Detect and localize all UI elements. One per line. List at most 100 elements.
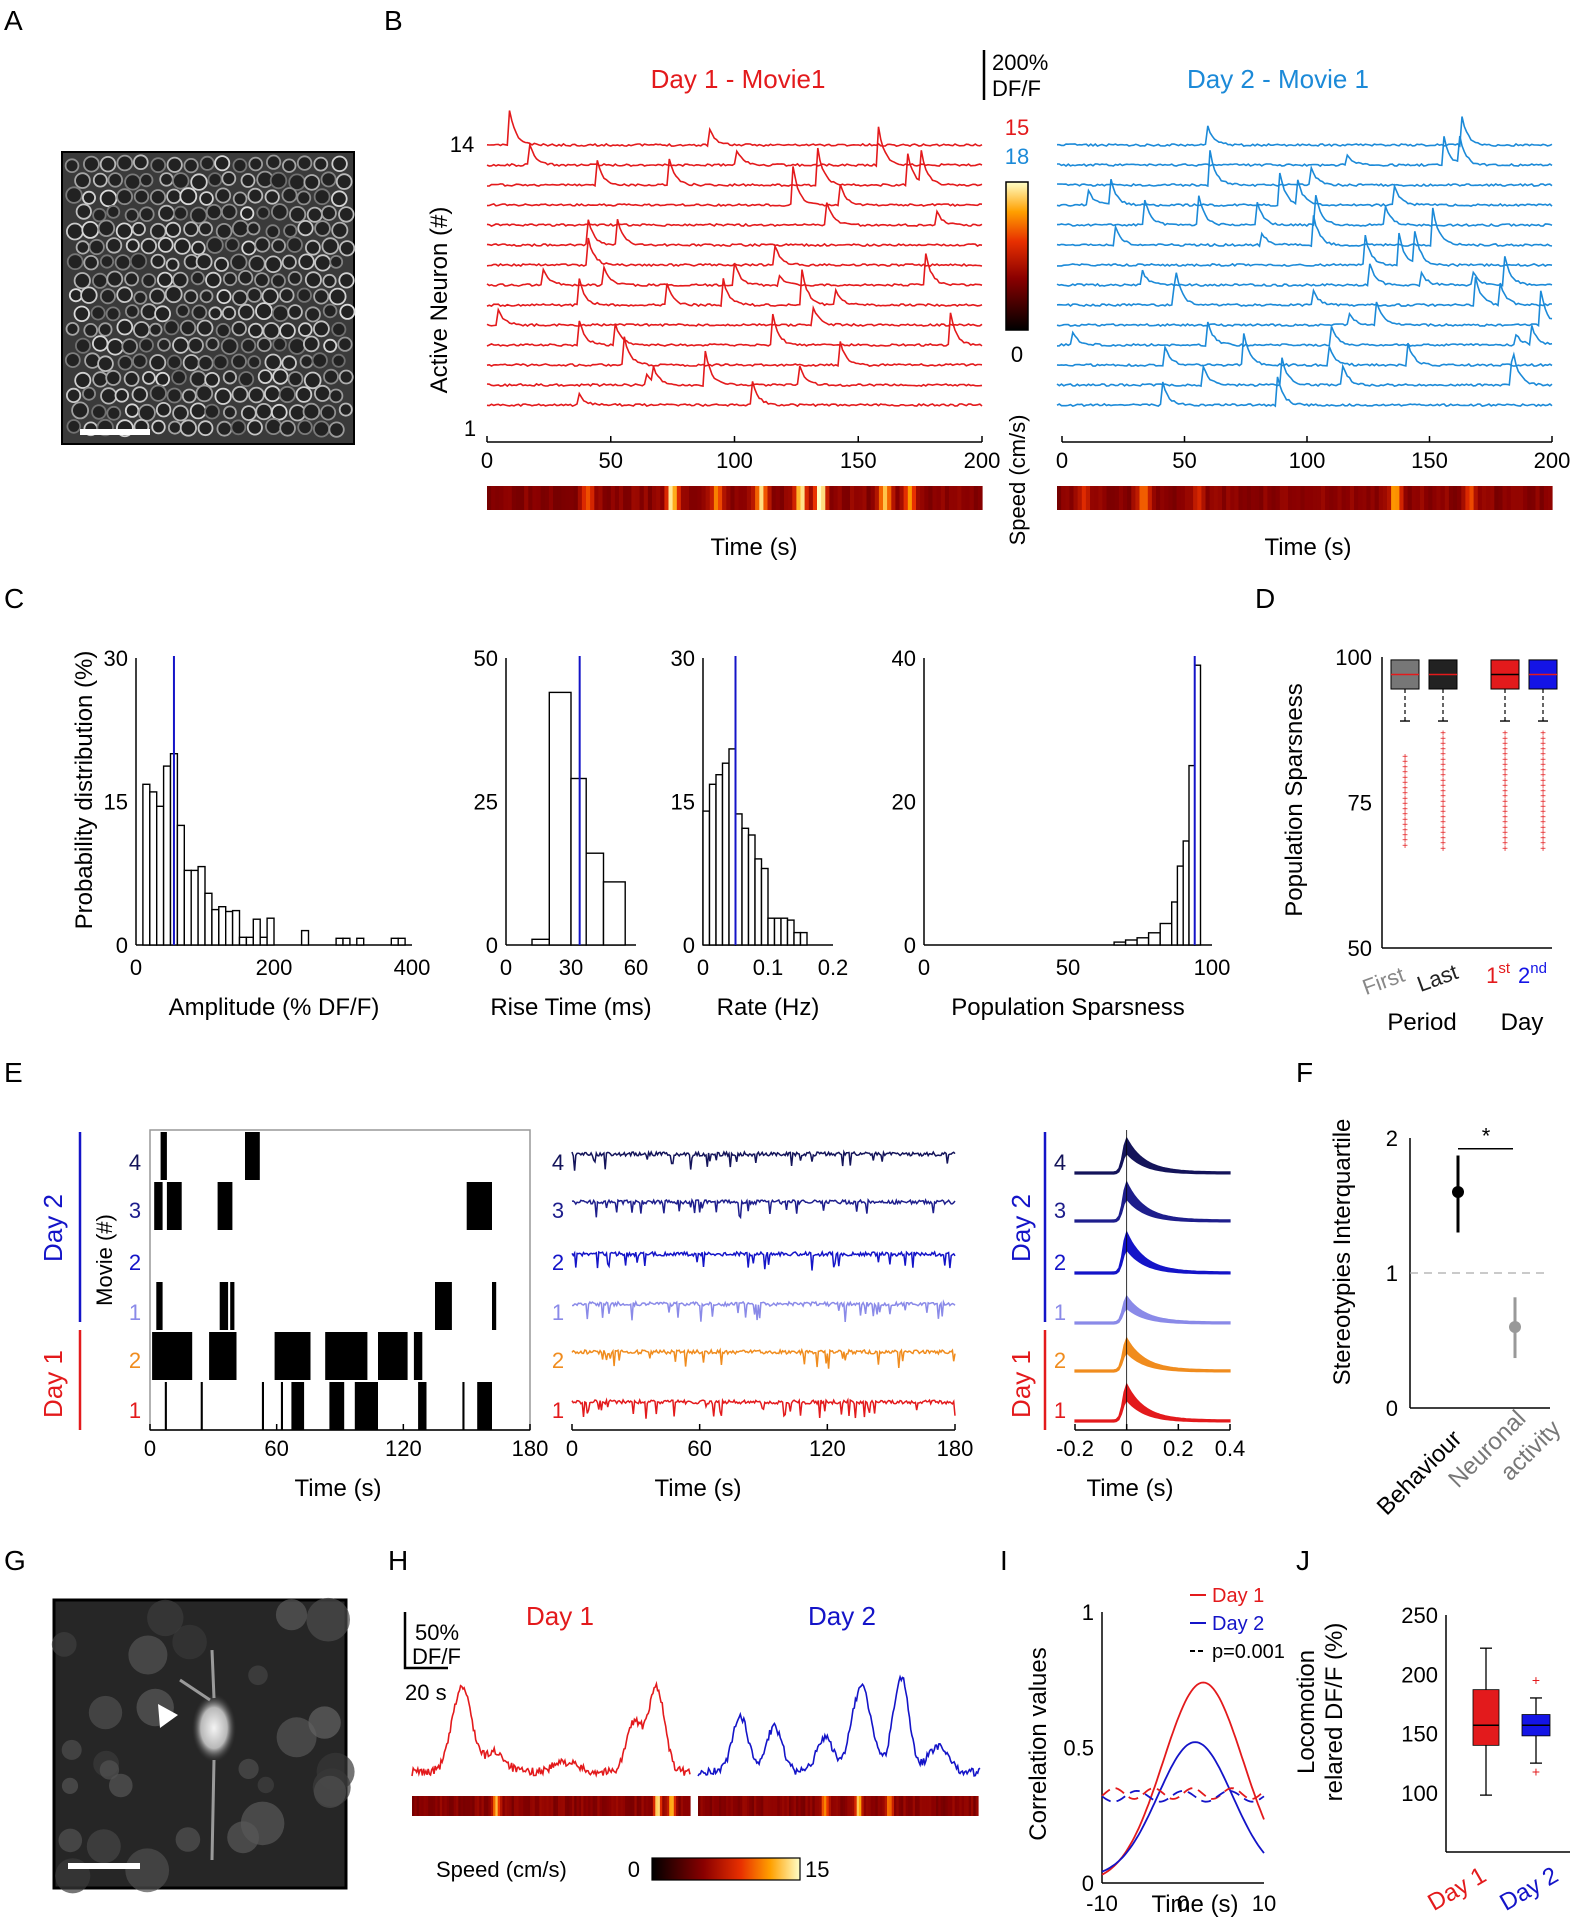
speed-strip-cell (756, 1796, 760, 1816)
cell-outline (133, 154, 149, 171)
cell-outline (116, 318, 134, 336)
cell-outline (262, 322, 281, 340)
cell-outline (303, 174, 321, 191)
y-tick-label: 0 (683, 933, 695, 958)
colorbar-min: 0 (1011, 342, 1023, 367)
cell-outline (296, 155, 313, 171)
speed-strip-cell (548, 1796, 552, 1816)
speed-strip-cell (792, 486, 797, 510)
tissue-blob (58, 1828, 83, 1853)
speed-strip-cell (676, 486, 682, 510)
speed-strip-cell (655, 1796, 659, 1816)
cell-outline (204, 403, 220, 420)
speed-strip-cell (713, 486, 719, 510)
cell-outline (248, 255, 266, 273)
speed-strip-cell (789, 1796, 792, 1816)
speed-strip-cell (425, 1796, 429, 1816)
avg-movie-label: 3 (1054, 1198, 1066, 1223)
avg-movie-label: 1 (1054, 1300, 1066, 1325)
speed-strip-cell (1387, 486, 1392, 510)
speed-strip-cell (800, 1796, 804, 1816)
tissue-blob (275, 1599, 308, 1631)
outlier-marker: + (1402, 804, 1408, 815)
average-transient (1074, 1180, 1231, 1223)
cell-field (64, 154, 356, 438)
speed-strip-cell (1127, 486, 1132, 510)
speed-strip-cell (700, 1796, 704, 1816)
cell-outline (240, 173, 256, 188)
x-axis-label: Rate (Hz) (717, 994, 820, 1021)
speed-strip-cell (1189, 486, 1194, 510)
cell-outline (255, 402, 273, 421)
speed-strip-cell (1057, 486, 1062, 510)
cell-outline (114, 254, 132, 271)
speed-strip-cell (518, 1796, 522, 1816)
cell-outline (92, 272, 109, 289)
outlier-marker: + (1440, 823, 1446, 834)
speed-strip-cell (487, 486, 492, 510)
cell-outline (106, 338, 124, 356)
outlier-marker: + (1402, 757, 1408, 768)
speed-strip-cell (548, 486, 554, 510)
outlier-marker: + (1440, 828, 1446, 839)
speed-strip-cell (742, 486, 748, 510)
speed-strip-cell (1308, 486, 1314, 510)
x-tick-label: 100 (1194, 955, 1231, 980)
cell-outline (196, 319, 214, 337)
y-tick-label: 75 (1348, 791, 1372, 816)
outlier-marker: + (1502, 807, 1508, 818)
speed-strip-cell (524, 486, 529, 510)
calcium-trace (486, 304, 983, 328)
outlier-marker: + (1440, 833, 1446, 844)
speed-strip-cell (812, 486, 818, 510)
histogram-bar (1113, 941, 1127, 946)
cell-outline (131, 221, 146, 237)
calcium-trace (1056, 207, 1553, 248)
cell-outline (100, 387, 118, 405)
speed-strip-cell (899, 486, 905, 510)
speed-strip-cell (901, 1796, 904, 1816)
day1-side-label: Day 1 (38, 1350, 68, 1418)
y-tick-label: 0 (904, 933, 916, 958)
speed-strip-cell (557, 486, 562, 510)
speed-strip-cell (1436, 486, 1442, 510)
cell-outline (133, 321, 151, 339)
stereotypy-block (230, 1282, 235, 1330)
cell-outline (338, 402, 353, 417)
speed-strip-cell (949, 486, 954, 510)
histogram-bar (1136, 937, 1150, 946)
x-axis-label: Population Sparsness (951, 994, 1184, 1021)
speed-strip-cell (659, 1796, 663, 1816)
x-tick-label: 50 (1056, 955, 1080, 980)
outlier-marker: + (1402, 752, 1408, 763)
speed-strip-cell (940, 486, 946, 510)
speed-strip-cell (656, 486, 661, 510)
calcium-trace (486, 350, 983, 388)
axis-tick-label: -0.2 (1056, 1436, 1094, 1461)
histogram-bar (252, 918, 261, 946)
cell-outline (183, 221, 199, 237)
outlier-marker: + (1502, 734, 1508, 745)
active-neuron-ylabel: Active Neuron (#) (426, 207, 453, 394)
speed-strip-cell (922, 1796, 925, 1816)
speed-strip-cell (503, 486, 509, 510)
cell-outline (323, 338, 338, 353)
cell-outline (264, 255, 283, 274)
speed-strip-cell (614, 486, 620, 510)
cell-outline (222, 405, 237, 420)
x-tick-label: 0 (1177, 1891, 1189, 1916)
cell-outline (116, 154, 134, 172)
cell-outline (92, 172, 108, 188)
speed-strip-cell (784, 486, 789, 510)
speed-strip-cell (1391, 486, 1396, 510)
speed-strip-cell (577, 486, 583, 510)
cell-outline (328, 388, 344, 404)
cell-outline (99, 288, 116, 305)
speed-strip-cell (1354, 486, 1359, 510)
cell-outline (240, 338, 257, 354)
cell-outline (172, 172, 190, 190)
cell-outline (114, 388, 130, 403)
speed-strip-cell (821, 1796, 825, 1816)
cell-outline (338, 206, 355, 223)
outlier-marker: + (1502, 812, 1508, 823)
